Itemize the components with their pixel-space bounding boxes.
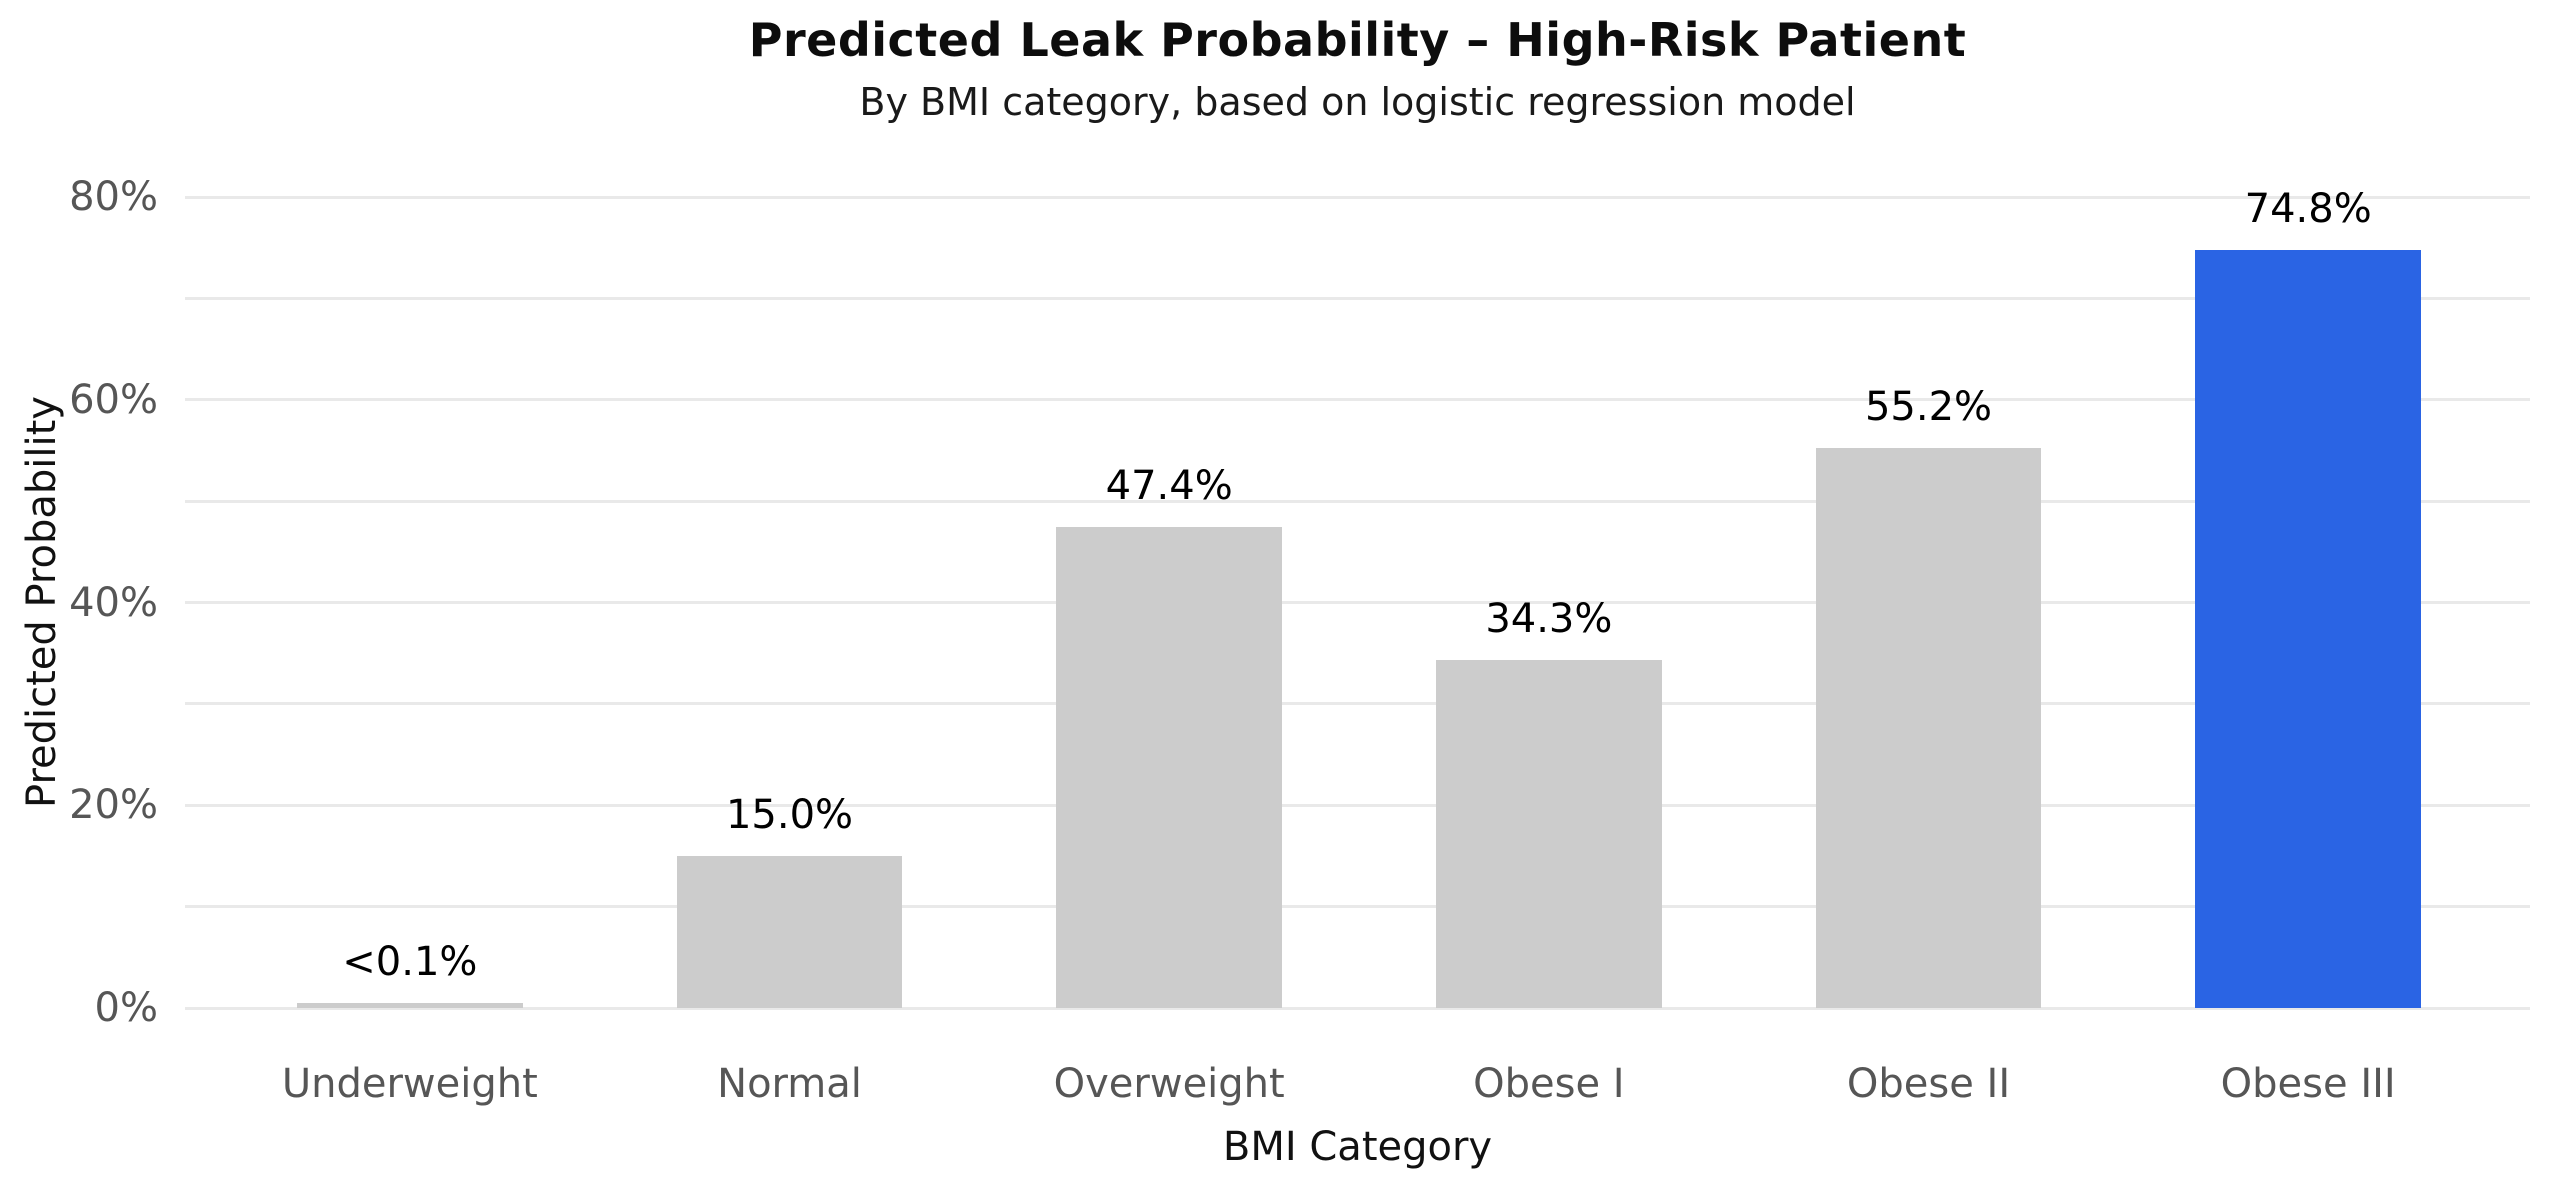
- bar-value-label: 74.8%: [2244, 185, 2372, 232]
- y-tick-label: 0%: [94, 985, 158, 1031]
- gridline: [185, 601, 2530, 604]
- gridline: [185, 905, 2530, 909]
- bar-obese-ii: [1815, 448, 2042, 1008]
- bar-slot: 47.4%: [979, 197, 1359, 1008]
- x-axis-title: BMI Category: [1222, 1124, 1493, 1170]
- bar-slot: 55.2%: [1739, 197, 2119, 1008]
- chart-title: Predicted Leak Probability – High-Risk P…: [748, 13, 1967, 67]
- gridline: [185, 702, 2530, 706]
- y-axis-tick-labels: 0% 20% 40% 60% 80%: [0, 174, 158, 1031]
- x-axis-tick-labels: Underweight Normal Overweight Obese I Obese …: [220, 1060, 2498, 1108]
- bar-slot: <0.1%: [220, 197, 600, 1008]
- gridline: [185, 499, 2530, 503]
- bars-layer: <0.1% 15.0% 47.4% 34.3% 55.2% 74.8%: [220, 186, 2498, 1008]
- x-tick-label: Normal: [717, 1061, 862, 1107]
- y-tick-label: 60%: [69, 376, 158, 423]
- gridline: [185, 398, 2530, 402]
- x-tick-label: Obese II: [1846, 1061, 2011, 1107]
- bar-value-label: 47.4%: [1105, 463, 1233, 510]
- bar-obese-i: [1435, 660, 1662, 1008]
- gridline: [185, 1006, 2530, 1010]
- y-tick-label: 40%: [69, 579, 158, 626]
- chart-subtitle: By BMI category, based on logistic regre…: [859, 80, 1856, 124]
- y-tick-label: 20%: [69, 782, 158, 829]
- bar-value-label: 15.0%: [725, 791, 854, 838]
- x-tick-label: Overweight: [1053, 1061, 1285, 1107]
- bar-underweight: [296, 1003, 523, 1008]
- x-tick-label: Underweight: [281, 1061, 538, 1107]
- bar-overweight: [1056, 527, 1283, 1008]
- bar-slot: 15.0%: [600, 197, 980, 1008]
- x-tick-label: Obese III: [2220, 1061, 2396, 1107]
- bar-value-label: 55.2%: [1864, 384, 1993, 431]
- gridline: [185, 803, 2530, 807]
- bar-normal: [676, 855, 903, 1008]
- gridline: [185, 195, 2530, 199]
- bar-value-label: <0.1%: [342, 939, 478, 985]
- plot-area: <0.1% 15.0% 47.4% 34.3% 55.2% 74.8%: [185, 186, 2530, 1010]
- bar-slot: 74.8%: [2118, 186, 2498, 1008]
- x-tick-label: Obese I: [1473, 1061, 1625, 1107]
- bar-value-label: 34.3%: [1485, 596, 1613, 643]
- y-tick-label: 80%: [69, 174, 158, 220]
- chart-header: Predicted Leak Probability – High-Risk P…: [185, 10, 2530, 126]
- bar-slot: 34.3%: [1359, 197, 1739, 1008]
- gridline: [185, 296, 2530, 300]
- bar-obese-iii: [2195, 249, 2422, 1008]
